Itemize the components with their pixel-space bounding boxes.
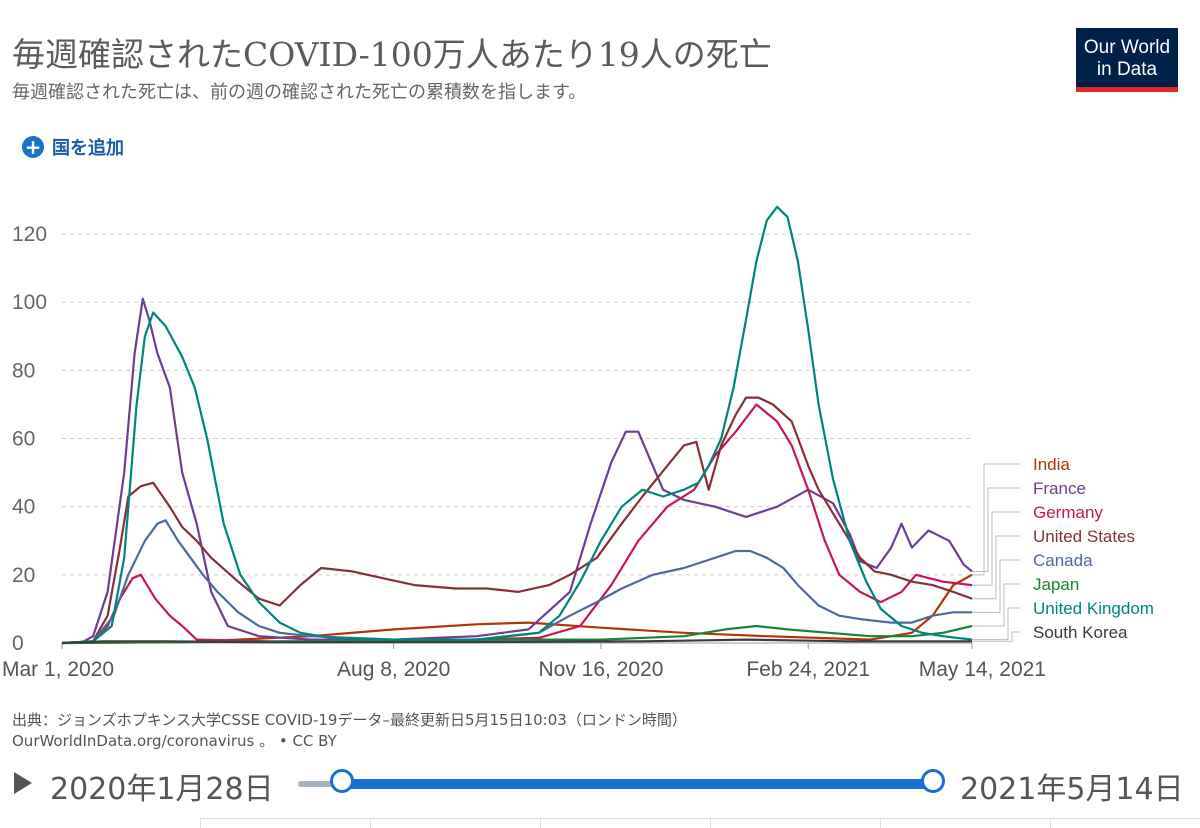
logo-line2: in Data bbox=[1096, 59, 1158, 80]
timeline-end-label: 2021年5月14日 bbox=[960, 772, 1184, 807]
series-line-france bbox=[61, 297, 973, 645]
x-tick-label: Mar 1, 2020 bbox=[2, 658, 114, 681]
x-tick-label: May 14, 2021 bbox=[919, 658, 1046, 681]
source-line2[interactable]: OurWorldInData.org/coronavirus 。 • CC BY bbox=[12, 732, 337, 750]
y-tick-label: 120 bbox=[12, 223, 47, 246]
legend-label-germany: Germany bbox=[1033, 503, 1103, 522]
owid-logo[interactable]: Our World in Data bbox=[1076, 28, 1178, 92]
logo-line1: Our World bbox=[1083, 37, 1171, 58]
legend-connector bbox=[972, 511, 1020, 586]
page-subtitle: 毎週確認された死亡は、前の週の確認された死亡の累積数を指します。 bbox=[12, 82, 587, 103]
timeline-track-selected[interactable] bbox=[342, 779, 934, 789]
timeline-start-handle[interactable] bbox=[330, 769, 354, 793]
page-title: 毎週確認されたCOVID-100万人あたり19人の死亡 bbox=[12, 35, 772, 74]
y-axis-ticks: 0 20 40 60 80 100 120 bbox=[12, 223, 47, 655]
chart-grid bbox=[62, 233, 972, 644]
legend-label-united-states: United States bbox=[1033, 527, 1135, 546]
timeline-end-handle[interactable] bbox=[921, 769, 945, 793]
legend-connector bbox=[972, 535, 1020, 600]
timeline-start-label: 2020年1月28日 bbox=[50, 772, 274, 807]
timeline-slider: 2020年1月28日 2021年5月14日 bbox=[0, 760, 1200, 810]
series-line-south-korea bbox=[61, 638, 972, 645]
y-tick-label: 40 bbox=[12, 496, 35, 519]
line-chart: 0 20 40 60 80 100 120 Mar 1, 2020 Aug 8, 2020 No… bbox=[2, 205, 1154, 681]
y-tick-label: 80 bbox=[12, 359, 35, 382]
legend-label-japan: Japan bbox=[1033, 575, 1079, 594]
logo-red-bar bbox=[1076, 87, 1178, 92]
y-tick-label: 20 bbox=[12, 564, 35, 587]
x-axis-ticks: Mar 1, 2020 Aug 8, 2020 Nov 16, 2020 Feb 24… bbox=[2, 643, 1046, 681]
y-tick-label: 60 bbox=[12, 428, 35, 451]
series-line-united-kingdom bbox=[61, 205, 973, 645]
legend-label-france: France bbox=[1033, 479, 1086, 498]
legend-connector bbox=[972, 487, 1020, 572]
timeline-track-background[interactable] bbox=[298, 781, 344, 787]
legend-connector bbox=[972, 583, 1020, 627]
legend-label-south-korea: South Korea bbox=[1033, 623, 1128, 642]
legend-connector bbox=[972, 631, 1020, 642]
source-note: 出典：ジョンズホプキンス大学CSSE COVID-19データ–最終更新日5月15… bbox=[12, 710, 687, 752]
legend-connector bbox=[972, 463, 1020, 576]
series-line-canada bbox=[61, 519, 972, 645]
series-line-united-states bbox=[61, 396, 973, 645]
source-line1: 出典：ジョンズホプキンス大学CSSE COVID-19データ–最終更新日5月15… bbox=[12, 711, 687, 729]
x-tick-label: Nov 16, 2020 bbox=[538, 658, 663, 681]
plus-circle-icon: + bbox=[22, 136, 44, 158]
chart-legend: India France Germany United States Canada Jap… bbox=[972, 455, 1154, 642]
add-country-label: 国を追加 bbox=[52, 138, 124, 159]
x-tick-label: Feb 24, 2021 bbox=[746, 658, 870, 681]
legend-label-united-kingdom: United Kingdom bbox=[1033, 599, 1154, 618]
series-line-india bbox=[61, 573, 973, 645]
bottom-tab-bar bbox=[200, 818, 1200, 828]
legend-label-india: India bbox=[1033, 455, 1070, 474]
y-tick-label: 100 bbox=[12, 291, 47, 314]
x-tick-label: Aug 8, 2020 bbox=[337, 658, 450, 681]
y-tick-label: 0 bbox=[12, 632, 24, 655]
series-lines bbox=[61, 205, 973, 645]
series-line-germany bbox=[61, 403, 973, 645]
play-icon[interactable] bbox=[14, 772, 32, 794]
add-country-button[interactable]: + 国を追加 bbox=[22, 134, 124, 160]
legend-label-canada: Canada bbox=[1033, 551, 1093, 570]
legend-connector bbox=[972, 559, 1020, 613]
legend-connector bbox=[972, 607, 1020, 641]
